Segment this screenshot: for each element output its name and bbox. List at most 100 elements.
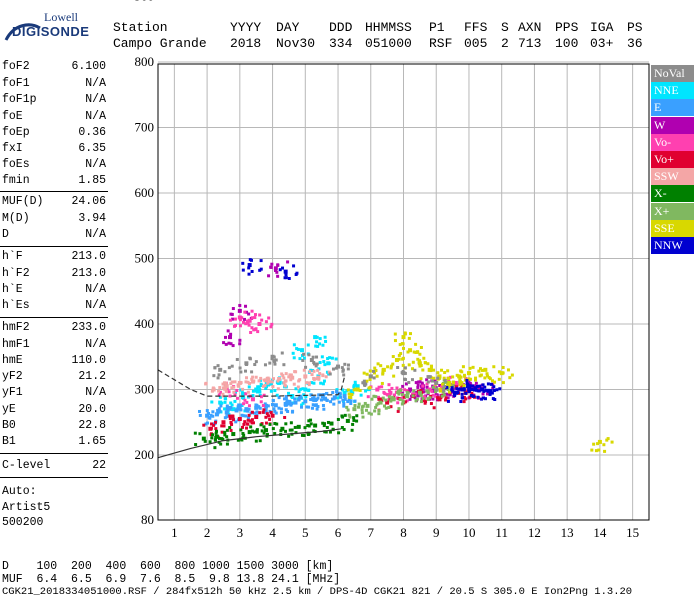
data-point-spread — [237, 403, 241, 407]
data-point-spread — [238, 318, 242, 322]
data-point-spread — [444, 396, 448, 400]
data-point-spread — [318, 360, 322, 364]
data-point-spread — [336, 396, 340, 400]
data-point-spread — [419, 393, 423, 397]
param-row: B0 22.8 — [2, 419, 106, 436]
data-point-spread — [229, 407, 233, 411]
data-point-spread — [436, 396, 440, 400]
data-point-spread — [244, 362, 248, 366]
data-point-spread — [317, 377, 321, 381]
data-point-spread — [326, 357, 330, 361]
data-point — [437, 374, 442, 379]
data-point-spread — [400, 393, 404, 397]
data-point-spread — [213, 446, 217, 450]
data-point-spread — [194, 443, 198, 447]
param-value: 1.85 — [78, 174, 106, 187]
data-point-spread — [459, 400, 463, 404]
data-point-spread — [465, 385, 469, 389]
data-point-spread — [314, 364, 318, 368]
data-point-spread — [401, 384, 405, 388]
data-point-spread — [307, 353, 311, 357]
legend-item: Vo- — [651, 133, 694, 151]
data-point-spread — [417, 361, 421, 365]
data-point-spread — [229, 332, 233, 336]
param-name: h`Es — [2, 299, 30, 312]
data-point-spread — [377, 409, 381, 413]
data-point-spread — [315, 362, 319, 366]
data-point-spread — [247, 404, 251, 408]
data-point-spread — [483, 385, 487, 389]
data-point-spread — [292, 264, 296, 268]
y-tick-label: 800 — [135, 54, 155, 69]
data-point-spread — [423, 396, 427, 400]
param-row: fxI 6.35 — [2, 142, 106, 159]
data-point-spread — [347, 392, 351, 396]
data-point-spread — [477, 369, 481, 373]
header-label-s: S — [501, 20, 509, 35]
data-point-spread — [211, 433, 215, 437]
data-point-spread — [413, 368, 417, 372]
header-label-day: DAY — [276, 20, 300, 35]
data-point-spread — [315, 340, 319, 344]
data-point-spread — [247, 407, 251, 411]
header-value-iga: 03+ — [590, 36, 614, 51]
param-row: yF1 N/A — [2, 386, 106, 403]
data-point-spread — [416, 385, 420, 389]
data-point-spread — [289, 421, 293, 425]
data-point-spread — [225, 428, 229, 432]
data-point-spread — [284, 271, 288, 275]
param-value: 3.94 — [78, 212, 106, 225]
data-point-spread — [274, 358, 278, 362]
data-point-spread — [202, 423, 206, 427]
data-point-spread — [450, 386, 454, 390]
data-point-spread — [216, 376, 220, 380]
data-point-spread — [259, 376, 263, 380]
data-point-spread — [235, 388, 239, 392]
data-point-spread — [497, 370, 501, 374]
data-point-spread — [442, 376, 446, 380]
data-point-spread — [381, 368, 385, 372]
param-value: N/A — [85, 283, 106, 296]
data-point-spread — [375, 374, 379, 378]
data-point-spread — [211, 414, 215, 418]
data-point — [270, 354, 275, 359]
data-point-spread — [448, 375, 452, 379]
data-point-spread — [340, 414, 344, 418]
data-point-spread — [389, 405, 393, 409]
data-point-spread — [225, 442, 229, 446]
data-point — [453, 380, 458, 385]
data-point-spread — [287, 276, 291, 280]
data-point — [247, 430, 252, 435]
data-point-spread — [399, 388, 403, 392]
data-point-spread — [267, 274, 271, 278]
data-point-spread — [382, 390, 386, 394]
param-value: N/A — [85, 228, 106, 241]
data-point — [221, 420, 226, 425]
data-point-spread — [265, 412, 269, 416]
param-name: hmF2 — [2, 321, 30, 334]
data-point-spread — [398, 343, 402, 347]
data-point-spread — [227, 390, 231, 394]
data-point-spread — [270, 380, 274, 384]
data-point-spread — [229, 382, 233, 386]
data-point-spread — [392, 393, 396, 397]
param-name: hmF1 — [2, 338, 30, 351]
data-point-spread — [352, 388, 356, 392]
data-point-spread — [231, 418, 235, 422]
data-point-spread — [409, 332, 413, 336]
data-point-spread — [306, 423, 310, 427]
data-point-spread — [438, 389, 442, 393]
data-point-spread — [280, 372, 284, 376]
data-point-spread — [474, 381, 478, 385]
data-point-spread — [323, 430, 327, 434]
data-point-spread — [397, 357, 401, 361]
data-point-spread — [283, 276, 287, 280]
data-point-spread — [250, 309, 254, 313]
data-point-spread — [349, 389, 353, 393]
param-value: 6.35 — [78, 142, 106, 155]
data-point-spread — [481, 392, 485, 396]
data-point-spread — [246, 390, 250, 394]
data-point-spread — [436, 371, 440, 375]
data-point — [247, 318, 252, 323]
data-point-spread — [276, 387, 280, 391]
